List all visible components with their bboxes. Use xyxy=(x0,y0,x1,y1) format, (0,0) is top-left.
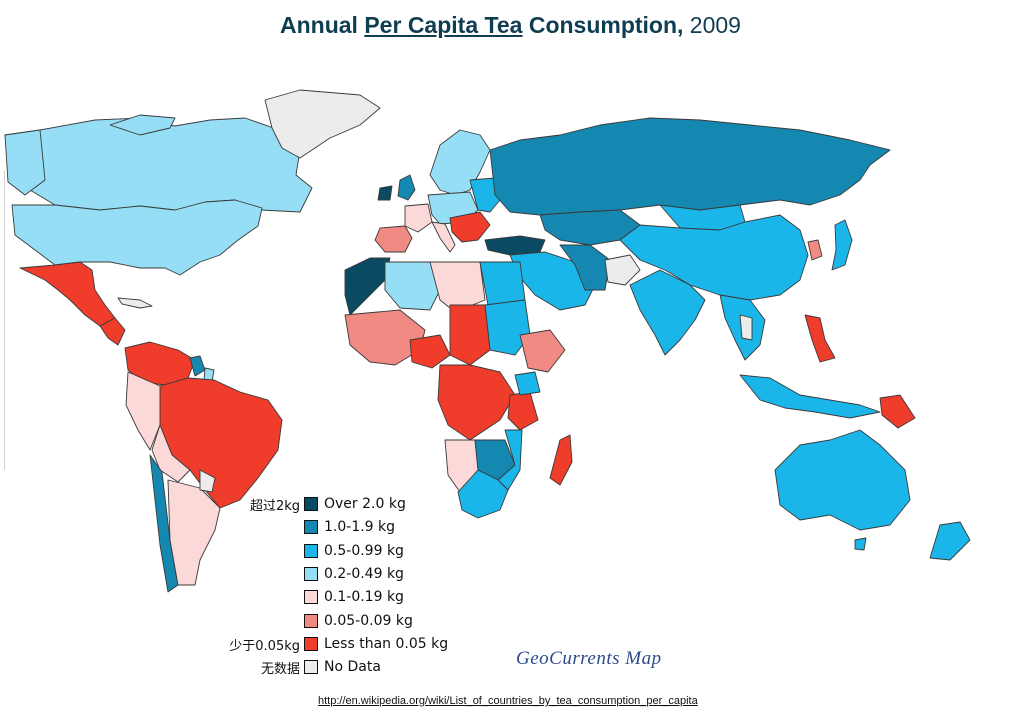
region-peru xyxy=(125,371,161,451)
world-map xyxy=(4,89,971,593)
region-afghanistan xyxy=(604,254,641,286)
legend-item: 0.5-0.99 kg xyxy=(216,541,476,563)
region-russia xyxy=(489,117,891,216)
legend-swatch xyxy=(304,543,318,558)
region-korea xyxy=(807,239,823,261)
region-kenya xyxy=(514,371,541,396)
region-new-zealand xyxy=(929,521,971,561)
left-edge-line xyxy=(4,170,5,470)
legend-label: 0.05-0.09 kg xyxy=(324,612,413,629)
legend-item: 无数据 No Data xyxy=(216,657,476,679)
region-egypt xyxy=(479,261,526,306)
title-part3: Consumption, xyxy=(522,12,684,38)
region-philippines xyxy=(804,314,836,363)
region-italy xyxy=(431,221,456,253)
region-ireland xyxy=(377,185,393,201)
region-morocco-western-sahara xyxy=(344,257,391,316)
region-alaska xyxy=(4,129,46,196)
legend-swatch xyxy=(304,497,318,511)
region-tasmania xyxy=(854,537,867,551)
region-balkans xyxy=(449,211,491,243)
title-part1: Annual xyxy=(280,12,365,38)
region-cuba xyxy=(117,297,153,309)
region-middle-east xyxy=(509,251,596,311)
legend-label: 0.2-0.49 kg xyxy=(324,565,404,582)
legend-swatch xyxy=(304,566,318,581)
region-central-africa xyxy=(437,364,516,441)
title-part2: Per Capita Tea xyxy=(364,12,523,38)
region-south-africa xyxy=(457,469,509,519)
legend-item: 0.05-0.09 kg xyxy=(216,611,476,633)
map-title: Annual Per Capita Tea Consumption, 2009 xyxy=(0,12,1021,39)
region-ethiopia xyxy=(519,329,566,373)
legend-label: Over 2.0 kg xyxy=(324,496,406,512)
legend-swatch xyxy=(304,520,318,535)
region-arctic-islands xyxy=(109,114,176,136)
source-link[interactable]: http://en.wikipedia.org/wiki/List_of_cou… xyxy=(318,695,698,707)
legend-label: 1.0-1.9 kg xyxy=(324,519,396,536)
region-uruguay xyxy=(199,469,216,493)
region-japan xyxy=(831,219,853,271)
legend-label: 0.5-0.99 kg xyxy=(324,542,404,559)
legend-item: 0.1-0.19 kg xyxy=(216,587,476,609)
legend-item: 超过2kg Over 2.0 kg xyxy=(216,494,476,516)
region-greenland xyxy=(264,89,381,159)
region-scandinavia xyxy=(429,129,491,196)
legend-item: 0.2-0.49 kg xyxy=(216,564,476,586)
region-bolivia xyxy=(151,424,191,483)
region-usa xyxy=(11,199,263,276)
geocurrents-watermark: GeoCurrents Map xyxy=(516,648,662,669)
legend-label: No Data xyxy=(324,659,381,676)
region-nigeria xyxy=(409,334,451,369)
legend-item: 少于0.05kg Less than 0.05 kg xyxy=(216,634,476,656)
legend-swatch xyxy=(304,636,318,651)
region-turkey xyxy=(484,235,546,256)
legend-label: 0.1-0.19 kg xyxy=(324,589,404,606)
legend-swatch xyxy=(304,613,318,628)
region-uk xyxy=(397,174,416,201)
region-mexico xyxy=(19,261,116,327)
legend-swatch xyxy=(304,660,318,675)
region-papua-new-guinea xyxy=(879,394,916,429)
region-chile xyxy=(149,454,179,593)
region-thailand xyxy=(739,314,753,341)
region-chad-car xyxy=(449,304,491,366)
region-france xyxy=(404,203,433,233)
legend-label: Less than 0.05 kg xyxy=(324,635,449,652)
region-eastern-europe xyxy=(469,177,501,213)
region-argentina xyxy=(167,479,221,586)
region-canada xyxy=(4,117,313,213)
legend-chinese-label: 少于0.05kg xyxy=(229,638,300,654)
region-india xyxy=(629,269,706,356)
region-guyana xyxy=(189,355,206,377)
title-year: 2009 xyxy=(683,12,741,38)
region-madagascar xyxy=(549,434,573,486)
region-libya xyxy=(429,261,486,313)
legend-swatch xyxy=(304,590,318,605)
region-china xyxy=(619,214,809,301)
legend-chinese-label: 无数据 xyxy=(260,662,300,678)
region-indonesia xyxy=(739,374,881,419)
region-tanzania xyxy=(507,391,539,431)
region-iran xyxy=(559,244,611,291)
region-australia xyxy=(774,429,911,531)
legend-item: 1.0-1.9 kg xyxy=(216,517,476,539)
region-iberia xyxy=(374,225,413,253)
legend-chinese-label: 超过2kg xyxy=(249,499,300,514)
region-central-america xyxy=(99,317,126,346)
region-west-africa xyxy=(344,309,426,366)
